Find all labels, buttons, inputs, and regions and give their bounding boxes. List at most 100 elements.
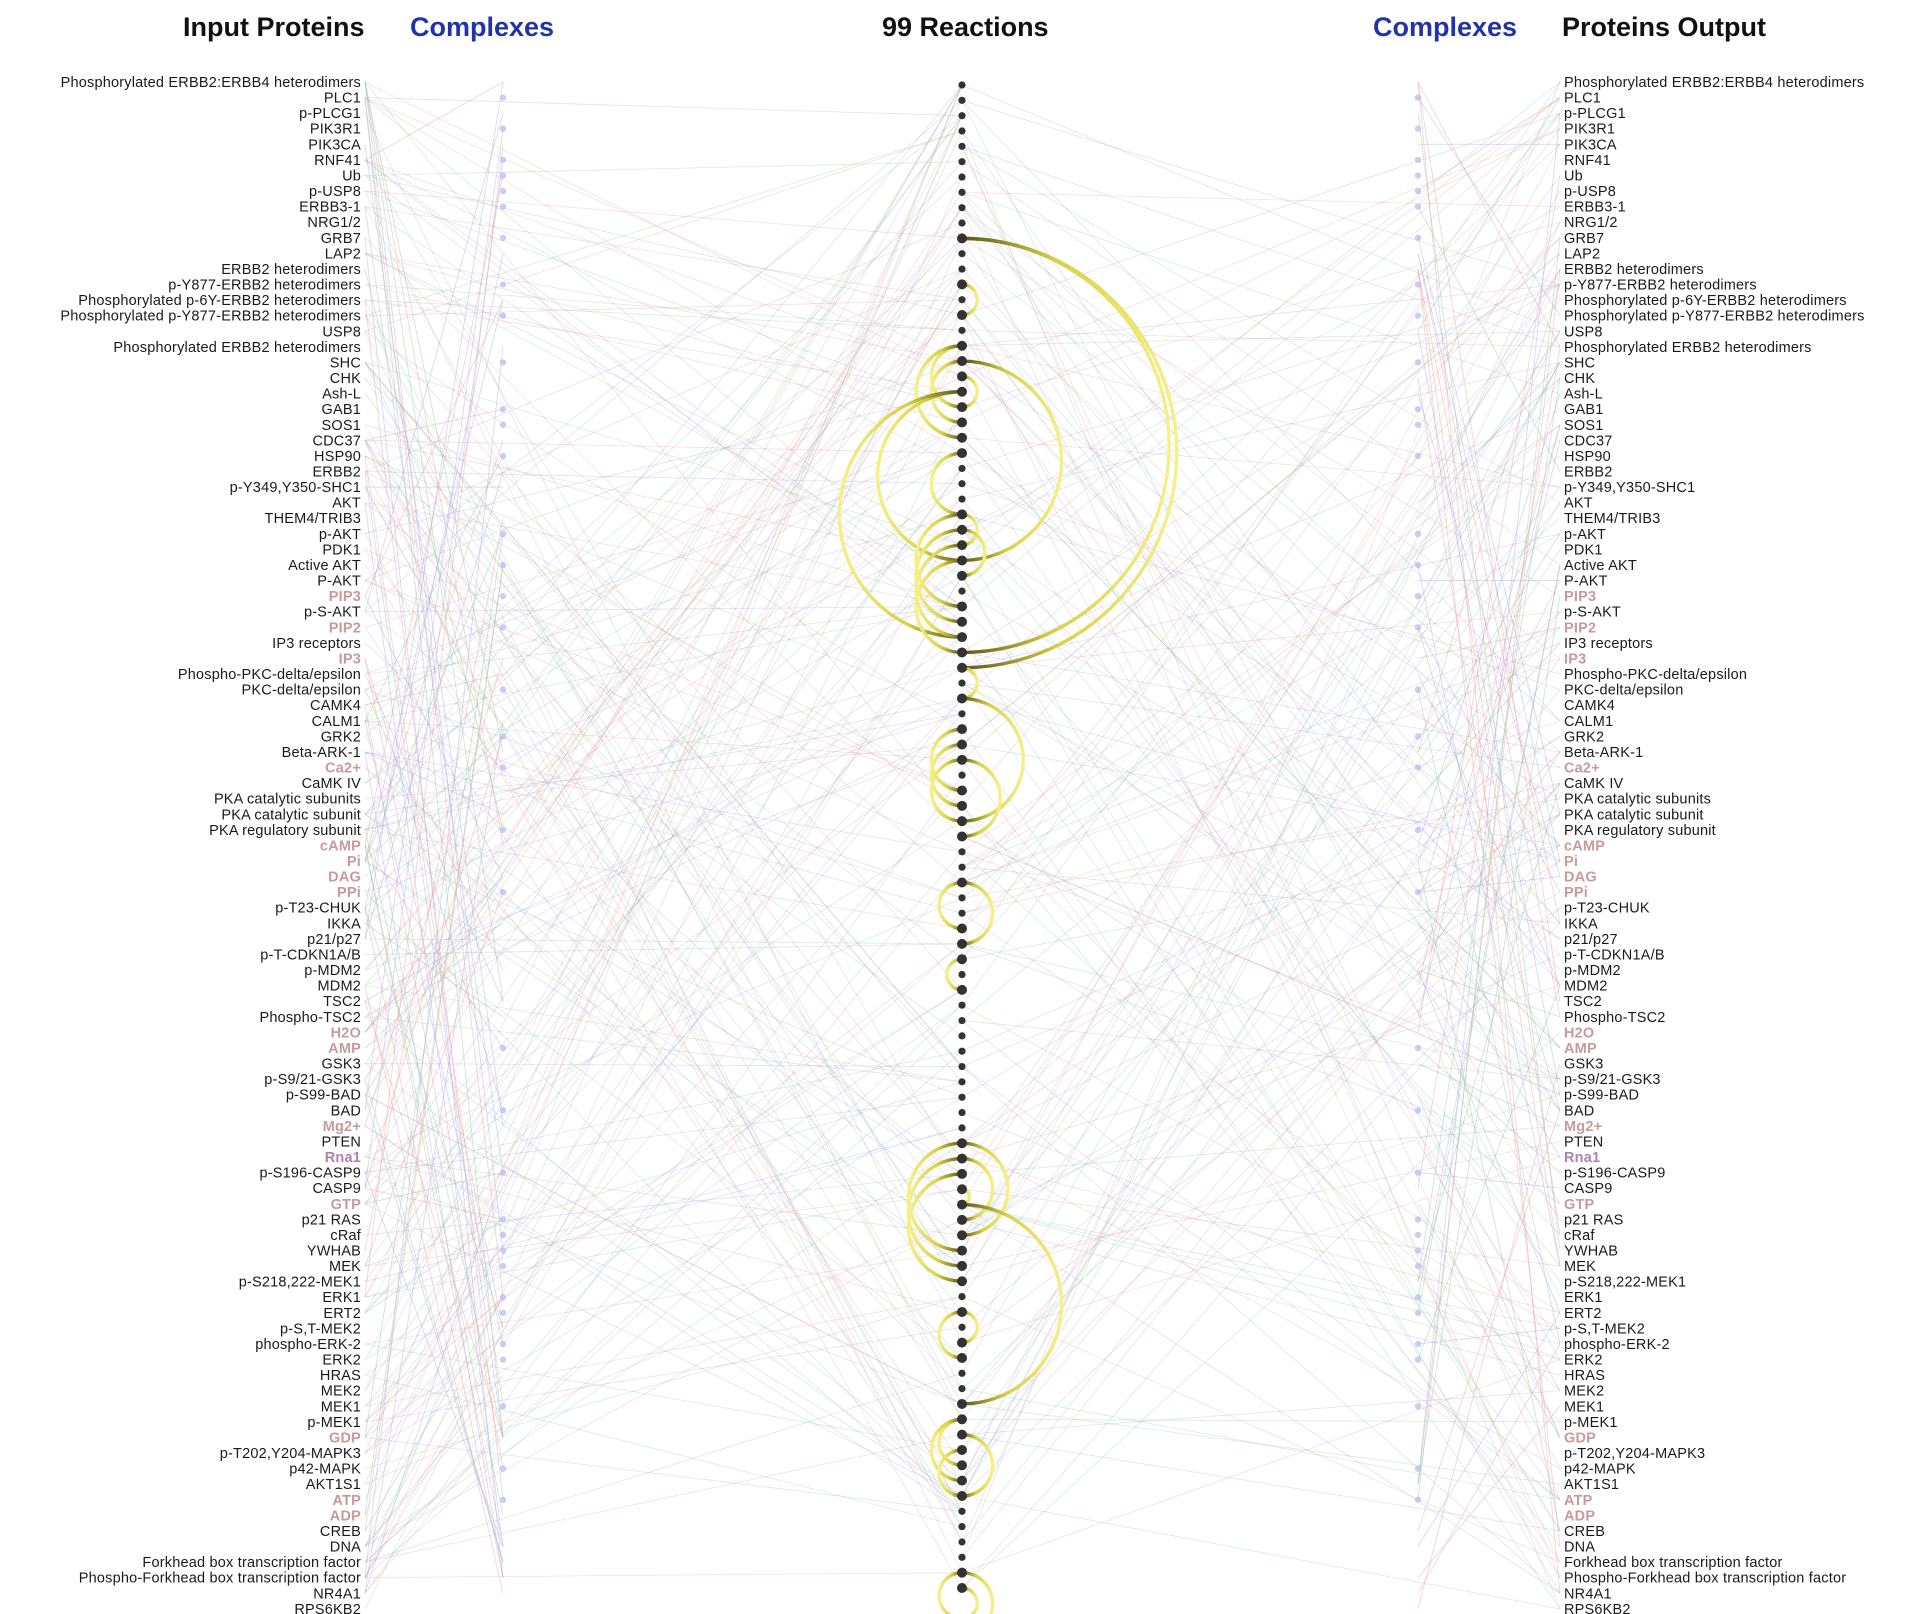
reaction-edge — [961, 112, 1561, 807]
reaction-node — [957, 938, 967, 949]
reaction-arc — [914, 558, 964, 655]
reaction-edge — [364, 1156, 963, 1236]
complex-node — [1414, 1294, 1422, 1301]
reaction-edge — [364, 698, 963, 1314]
complex-edge — [364, 268, 504, 830]
input-protein-label: PIK3R1 — [310, 122, 361, 138]
reaction-edge — [364, 115, 963, 908]
complex-node — [1414, 125, 1422, 132]
output-protein-label: Phosphorylated ERBB2 heterodimers — [1564, 340, 1812, 356]
complex-edge — [1417, 1343, 1561, 1594]
reaction-edge — [364, 514, 963, 1578]
input-protein-label: GDP — [329, 1430, 361, 1446]
reaction-edge — [364, 175, 963, 316]
input-protein-label: Pi — [347, 854, 361, 870]
output-protein-label: DNA — [1564, 1540, 1595, 1556]
output-protein-label: CAMK4 — [1564, 698, 1615, 714]
reaction-edge — [961, 128, 1561, 899]
reaction-edge — [364, 452, 963, 815]
reaction-edge — [364, 728, 963, 1018]
reaction-arc — [960, 236, 1171, 655]
reaction-edge — [364, 238, 963, 815]
reaction-node — [957, 1490, 967, 1501]
reaction-edge — [364, 471, 963, 485]
reaction-edge — [364, 813, 963, 1175]
reaction-arc — [929, 727, 964, 793]
reaction-edge — [961, 238, 1561, 597]
reaction-edge — [364, 751, 963, 1359]
complex-node — [499, 1356, 507, 1363]
reaction-edge — [364, 176, 963, 1500]
reaction-edge — [364, 362, 963, 1267]
output-protein-label: NRG1/2 — [1564, 215, 1618, 231]
input-protein-label: AKT1S1 — [306, 1477, 361, 1493]
reaction-node — [957, 1260, 967, 1271]
input-protein-label: CHK — [330, 371, 361, 387]
input-protein-label: CAMK4 — [310, 698, 361, 714]
complex-edge — [1417, 97, 1561, 192]
output-protein-label: SOS1 — [1564, 418, 1604, 434]
reaction-edge — [364, 161, 963, 176]
reaction-node — [957, 386, 967, 397]
complex-edge — [364, 907, 504, 1329]
reaction-edge — [961, 440, 1561, 899]
reaction-arc — [837, 390, 964, 639]
reaction-node — [957, 1306, 967, 1317]
reaction-edge — [364, 468, 963, 1267]
output-protein-label: phospho-ERK-2 — [1564, 1337, 1670, 1353]
reaction-edge — [364, 698, 963, 1423]
complex-edge — [364, 736, 504, 862]
input-protein-label: NR4A1 — [313, 1586, 361, 1602]
reaction-edge — [364, 315, 963, 1389]
complex-node — [499, 530, 507, 538]
complex-edge — [364, 845, 504, 1547]
reaction-edge — [364, 115, 963, 581]
complex-edge — [364, 907, 504, 1578]
reaction-edge — [961, 575, 1561, 1594]
reaction-edge — [364, 744, 963, 1173]
input-protein-label: MDM2 — [318, 979, 362, 995]
complex-edge — [1417, 81, 1561, 1594]
complex-edge — [364, 1001, 504, 1438]
complex-node — [499, 764, 507, 771]
output-protein-label: Ub — [1564, 168, 1583, 184]
reaction-edge — [961, 1219, 1561, 1376]
complex-edge — [1417, 237, 1561, 1500]
complex-edge — [1417, 81, 1561, 348]
output-protein-label: PIK3CA — [1564, 137, 1617, 153]
complex-node — [1414, 421, 1422, 428]
complex-edge — [364, 1297, 504, 1532]
input-protein-label: BAD — [331, 1103, 361, 1119]
output-protein-label: p-T-CDKN1A/B — [1564, 947, 1665, 963]
complex-edge — [364, 471, 504, 940]
reaction-edge — [364, 667, 963, 831]
complex-edge — [1417, 113, 1561, 1251]
reaction-edge — [364, 452, 963, 675]
complex-node — [1414, 452, 1422, 460]
reaction-edge — [961, 362, 1561, 1374]
complex-edge — [1417, 253, 1561, 862]
complex-edge — [1417, 969, 1561, 1018]
output-protein-label: PIP2 — [1564, 620, 1596, 636]
reaction-edge — [364, 1173, 963, 1236]
complex-edge — [1417, 424, 1561, 908]
input-protein-label: ERBB3-1 — [299, 200, 361, 216]
complex-edge — [364, 720, 504, 1345]
reaction-edge — [364, 130, 963, 1391]
reaction-edge — [364, 575, 963, 1578]
complex-edge — [1417, 1063, 1561, 1127]
reaction-edge — [364, 455, 963, 1221]
reaction-edge — [961, 860, 1561, 1451]
reaction-node — [957, 954, 967, 965]
output-protein-label: p-AKT — [1564, 527, 1606, 543]
reaction-edge — [364, 207, 963, 1033]
reaction-edge — [961, 845, 1561, 1144]
complex-node — [499, 281, 507, 288]
complex-edge — [364, 1172, 504, 1547]
reaction-node — [958, 1523, 966, 1531]
complex-edge — [364, 736, 504, 1189]
reaction-edge — [961, 1125, 1561, 1175]
output-protein-label: PDK1 — [1564, 542, 1603, 558]
reaction-edge — [364, 860, 963, 1267]
input-protein-label: GAB1 — [322, 402, 362, 418]
